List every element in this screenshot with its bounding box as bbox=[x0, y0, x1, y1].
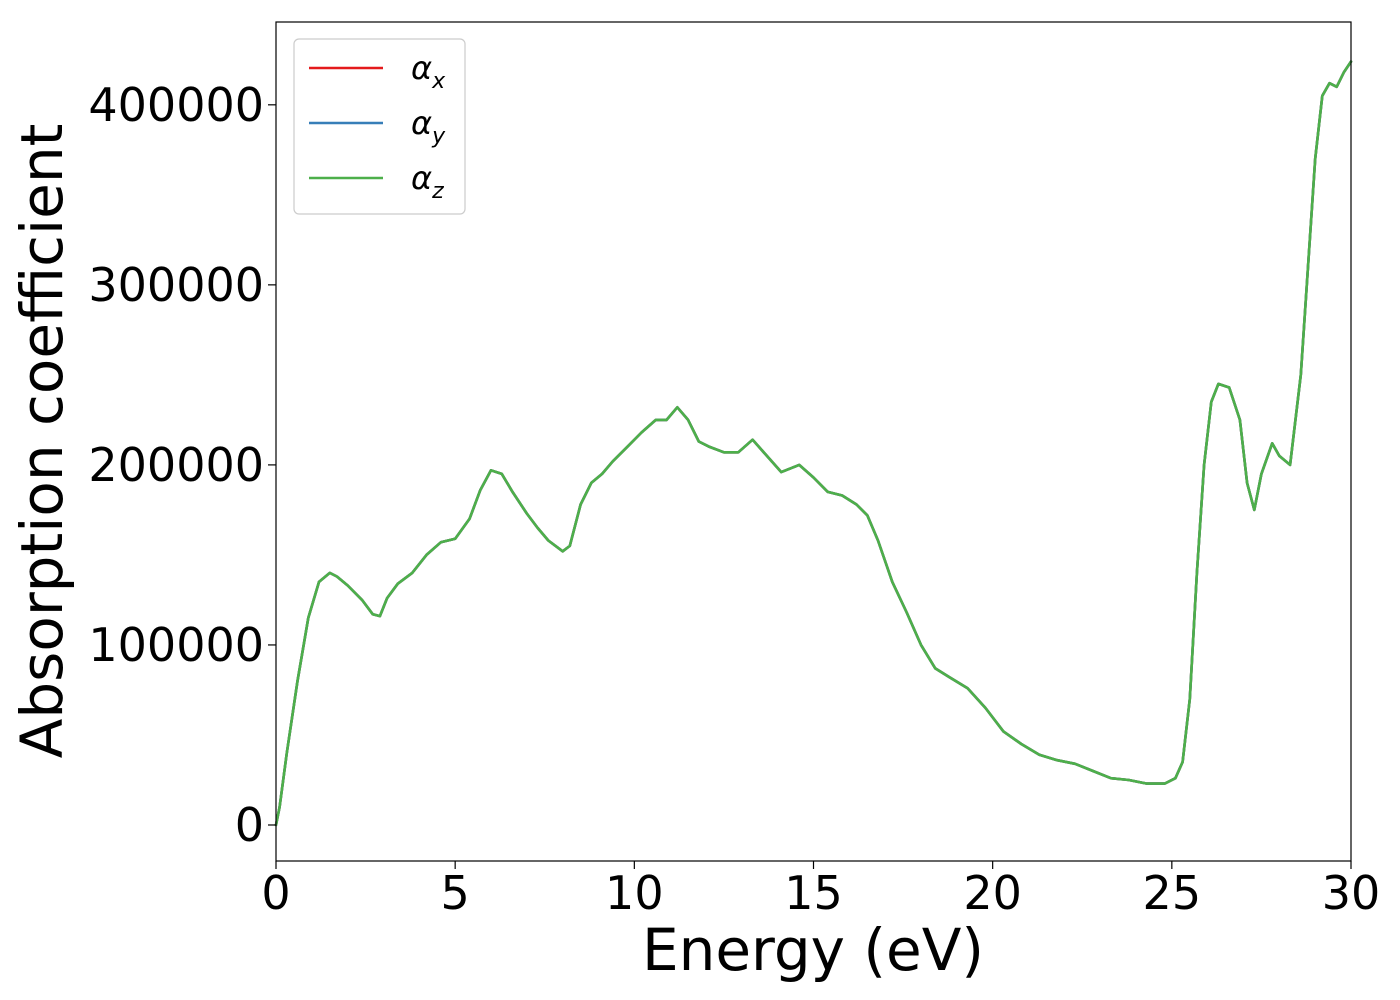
y-axis-ticks: 0 100000 200000 300000 400000 bbox=[88, 78, 276, 852]
series-line-2 bbox=[274, 60, 1353, 827]
y-tick-label: 200000 bbox=[88, 438, 264, 492]
legend-subscript: y bbox=[431, 124, 446, 149]
legend-box bbox=[293, 38, 466, 215]
x-tick-label: 30 bbox=[1322, 866, 1381, 920]
legend-label-2: αz bbox=[411, 159, 444, 204]
legend-label-1: αy bbox=[411, 104, 446, 149]
y-tick-label: 400000 bbox=[88, 78, 264, 132]
x-tick-label: 10 bbox=[605, 866, 664, 920]
legend-symbol: α bbox=[411, 159, 432, 197]
y-tick-label: 300000 bbox=[88, 258, 264, 312]
x-tick-label: 20 bbox=[963, 866, 1022, 920]
y-tick-label: 0 bbox=[235, 798, 264, 852]
legend-label-0: αx bbox=[411, 49, 446, 94]
legend-symbol: α bbox=[411, 104, 432, 142]
x-axis-title: Energy (eV) bbox=[642, 916, 984, 984]
legend-subscript: x bbox=[431, 69, 446, 94]
x-tick-label: 5 bbox=[441, 866, 470, 920]
x-tick-label: 15 bbox=[784, 866, 843, 920]
legend-subscript: z bbox=[431, 179, 444, 204]
y-axis-title: Absorption coefficient bbox=[8, 124, 76, 759]
x-axis-ticks: 0 5 10 15 20 25 30 bbox=[261, 861, 1380, 920]
y-tick-label: 100000 bbox=[88, 618, 264, 672]
series-layer bbox=[274, 60, 1353, 827]
legend-symbol: α bbox=[411, 49, 432, 87]
x-tick-label: 0 bbox=[261, 866, 290, 920]
x-tick-label: 25 bbox=[1143, 866, 1202, 920]
